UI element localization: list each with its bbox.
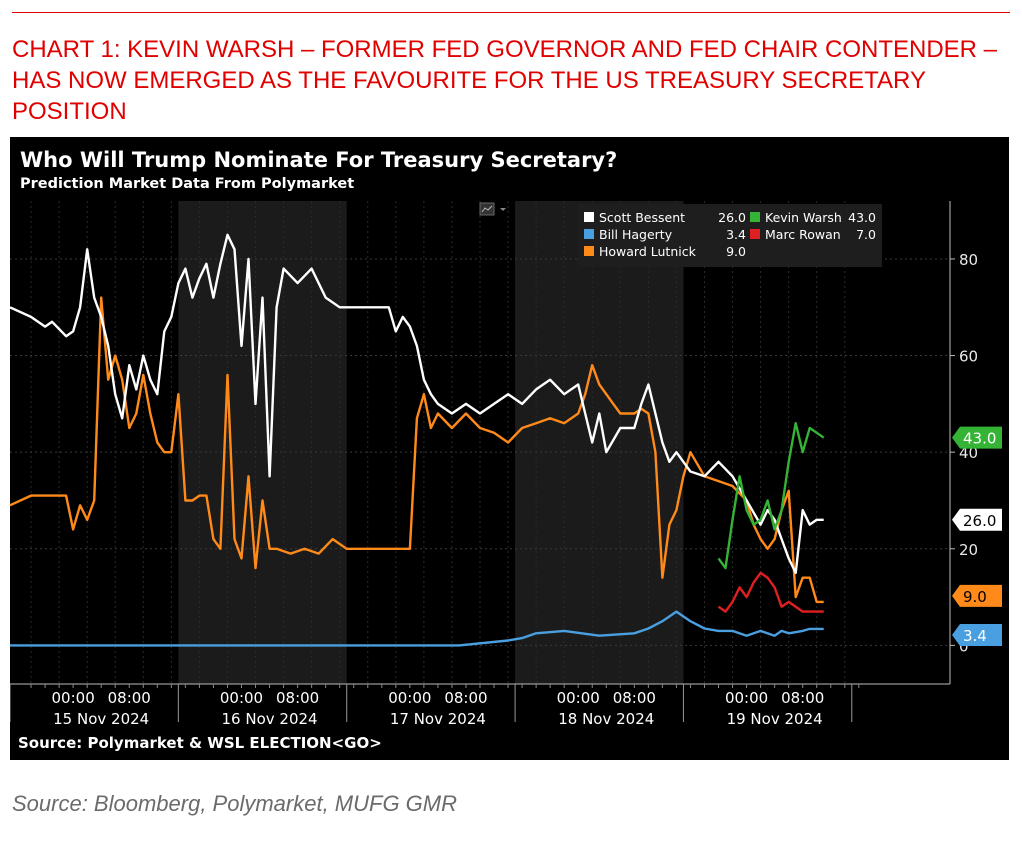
x-tick-label: 00:00 <box>220 689 263 707</box>
last-value-label: 3.4 <box>963 627 987 645</box>
y-tick-label: 20 <box>959 541 978 559</box>
series-line-howard-lutnick <box>10 296 824 604</box>
y-tick-label: 60 <box>959 348 978 366</box>
legend-value: 9.0 <box>726 244 746 259</box>
chart-svg: Who Will Trump Nominate For Treasury Sec… <box>10 148 1002 752</box>
x-tick-label: 00:00 <box>388 689 431 707</box>
legend-value: 26.0 <box>718 210 746 225</box>
series-lines <box>10 233 825 647</box>
x-tick-label: 00:00 <box>52 689 95 707</box>
last-value-tag <box>952 426 1002 449</box>
legend-swatch <box>750 212 760 222</box>
x-tick-label: 00:00 <box>725 689 768 707</box>
legend-swatch <box>584 212 594 222</box>
legend-box <box>578 204 882 267</box>
chart-settings-icon[interactable] <box>479 202 506 216</box>
legend-value: 7.0 <box>856 227 876 242</box>
legend-swatch <box>584 229 594 239</box>
last-value-tag <box>952 508 1002 531</box>
last-value-label: 9.0 <box>963 588 987 606</box>
chart-title: Who Will Trump Nominate For Treasury Sec… <box>20 148 617 172</box>
shaded-days <box>178 201 684 684</box>
footer-source: Source: Bloomberg, Polymarket, MUFG GMR <box>12 791 458 816</box>
legend: Scott Bessent 26.0 Howard Lutnick 9.0 Bill H… <box>578 204 882 267</box>
chart-subtitle: Prediction Market Data From Polymarket <box>20 176 354 192</box>
series-line-kevin-warsh <box>717 422 825 570</box>
shaded-range-1 <box>515 201 684 684</box>
last-value-tags: 43.0 26.0 9.0 3.4 <box>952 426 1002 646</box>
series-line-marc-rowan <box>717 571 824 613</box>
x-tick-label: 00:00 <box>557 689 600 707</box>
legend-name: Kevin Warsh <box>765 210 842 225</box>
top-rule <box>12 12 1010 13</box>
legend-name: Scott Bessent <box>599 210 685 225</box>
x-axis: 00:00 08:00 00:00 08:00 00:00 08:00 00:00 08:00… <box>10 683 950 728</box>
x-tick-label: 08:00 <box>781 689 824 707</box>
x-day-label: 18 Nov 2024 <box>558 710 654 728</box>
last-value-tag <box>952 623 1002 646</box>
legend-name: Marc Rowan <box>765 227 841 242</box>
x-day-label: 19 Nov 2024 <box>727 710 823 728</box>
series-line-bill-hagerty <box>10 610 824 647</box>
y-tick-label: 80 <box>959 251 978 269</box>
shaded-range-0 <box>178 201 347 684</box>
series-line-scott-bessent <box>10 233 824 575</box>
x-day-label: 15 Nov 2024 <box>53 710 149 728</box>
legend-value: 3.4 <box>726 227 746 242</box>
x-tick-label: 08:00 <box>276 689 319 707</box>
legend-swatch <box>584 246 594 256</box>
x-day-label: 17 Nov 2024 <box>390 710 486 728</box>
chart-caption: CHART 1: KEVIN WARSH – FORMER FED GOVERN… <box>12 36 998 125</box>
last-value-label: 43.0 <box>963 430 996 448</box>
x-tick-label: 08:00 <box>613 689 656 707</box>
legend-value: 43.0 <box>848 210 876 225</box>
last-value-label: 26.0 <box>963 512 996 530</box>
y-tick-label: 0 <box>959 637 969 655</box>
x-tick-label: 08:00 <box>108 689 151 707</box>
chart-source: Source: Polymarket & WSL ELECTION<GO> <box>18 734 382 752</box>
legend-name: Bill Hagerty <box>599 227 673 242</box>
legend-name: Howard Lutnick <box>599 244 697 259</box>
last-value-tag <box>952 584 1002 607</box>
chart-panel: Who Will Trump Nominate For Treasury Sec… <box>10 137 1009 760</box>
legend-swatch <box>750 229 760 239</box>
x-tick-label: 08:00 <box>444 689 487 707</box>
x-day-label: 16 Nov 2024 <box>222 710 318 728</box>
